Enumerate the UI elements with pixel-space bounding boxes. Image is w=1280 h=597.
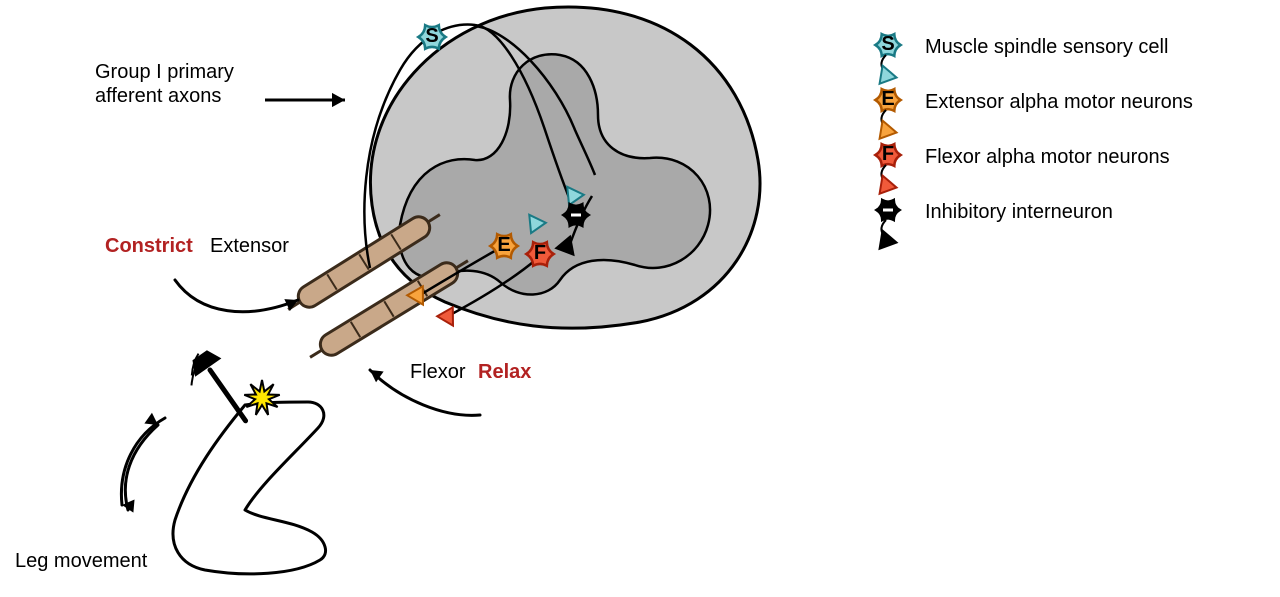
impact-star-icon: [244, 380, 279, 415]
svg-text:S: S: [881, 33, 894, 55]
legend-label-inhib: Inhibitory interneuron: [925, 201, 1113, 223]
svg-text:F: F: [882, 143, 894, 165]
legend-label-sensory: Muscle spindle sensory cell: [925, 36, 1168, 58]
legend-label-flexor: Flexor alpha motor neurons: [925, 146, 1170, 168]
svg-text:E: E: [881, 88, 894, 110]
svg-text:S: S: [425, 25, 438, 47]
svg-text:F: F: [534, 242, 546, 264]
afferent-label-2: afferent axons: [95, 85, 221, 107]
constrict-arrow: [175, 280, 298, 312]
reflex-hammer: [179, 344, 259, 434]
svg-text:E: E: [497, 234, 510, 256]
relax-label: Relax: [478, 361, 531, 383]
afferent-label: Group I primary: [95, 61, 234, 83]
leg-movement-label: Leg movement: [15, 550, 148, 572]
constrict-label: Constrict: [105, 235, 193, 257]
flexor-label: Flexor: [410, 361, 466, 383]
leg-move-arrow-down: [121, 418, 165, 505]
leg-outline: [173, 402, 326, 574]
extensor-label: Extensor: [210, 235, 289, 257]
legend-label-extensor: Extensor alpha motor neurons: [925, 91, 1193, 113]
